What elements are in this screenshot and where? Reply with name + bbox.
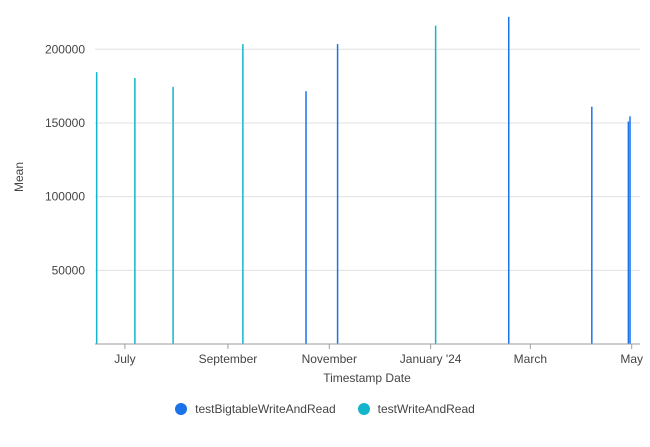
legend-item[interactable]: testWriteAndRead [357, 402, 475, 416]
data-bars [95, 16, 631, 345]
legend-label: testWriteAndRead [377, 402, 475, 416]
bar-testbigtablewriteandread [627, 121, 630, 344]
bar-testbigtablewriteandread [629, 116, 631, 344]
bar-testbigtablewriteandread [305, 91, 307, 345]
y-axis-title: Mean [12, 162, 26, 192]
y-tick-label: 50000 [52, 263, 86, 277]
x-tick-label: November [302, 352, 357, 366]
legend-dot-icon [175, 403, 188, 415]
bar-testwriteandread [95, 72, 98, 345]
legend-dot-icon [357, 403, 370, 415]
x-tick-label: September [199, 352, 258, 366]
x-axis-title: Timestamp Date [323, 371, 411, 385]
chart-legend: testBigtableWriteAndRead testWriteAndRead [0, 402, 650, 416]
grid-lines [95, 48, 640, 271]
bar-testbigtablewriteandread [336, 44, 339, 345]
x-tick-label: May [620, 352, 643, 366]
bar-testwriteandread [434, 25, 437, 345]
bar-testwriteandread [172, 86, 174, 344]
axes: 50000 100000 150000 200000 July September Nove… [45, 42, 643, 366]
y-tick-label: 200000 [45, 42, 85, 56]
bar-testwriteandread [134, 78, 136, 344]
x-tick-label: July [114, 352, 135, 366]
legend-item[interactable]: testBigtableWriteAndRead [175, 402, 336, 416]
bar-testbigtablewriteandread [591, 106, 593, 344]
bar-testwriteandread [242, 44, 244, 345]
legend-label: testBigtableWriteAndRead [195, 402, 336, 416]
bar-testbigtablewriteandread [507, 16, 510, 345]
y-tick-label: 100000 [45, 190, 85, 204]
y-tick-label: 150000 [45, 116, 85, 130]
x-tick-label: January '24 [400, 352, 462, 366]
x-tick-label: March [514, 352, 547, 366]
